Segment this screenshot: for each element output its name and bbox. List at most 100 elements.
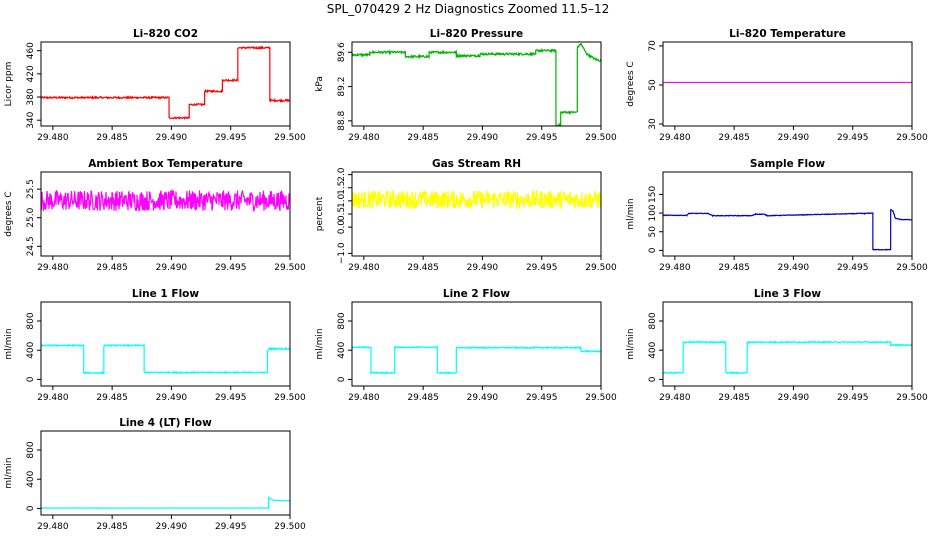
y-axis-label: ml/min: [626, 198, 636, 229]
x-tick-label: 29.495: [837, 393, 869, 403]
x-tick-label: 29.485: [96, 393, 128, 403]
panel-5: Gas Stream RH percent 29.480 29.485 29.490 29…: [315, 158, 617, 273]
panel-title: Li–820 Pressure: [430, 28, 523, 40]
x-tick-label: 29.500: [896, 393, 928, 403]
series-line: [41, 496, 290, 509]
y-tick-label: 400: [648, 341, 658, 358]
y-tick-label: 0: [648, 376, 658, 382]
panel-title: Li–820 CO2: [133, 28, 198, 40]
y-tick-label: −1.0: [337, 242, 347, 264]
x-tick-label: 29.495: [215, 133, 247, 143]
y-tick-label: 100: [648, 204, 658, 221]
y-tick-label: 0: [648, 247, 658, 253]
y-tick-label: 24.5: [26, 236, 36, 256]
plot-frame: [40, 430, 291, 516]
x-tick-label: 29.480: [37, 133, 69, 143]
panel-3: Li–820 Temperature degrees C 29.480 29.485 2…: [626, 28, 928, 143]
y-tick-label: 0: [26, 505, 36, 511]
panel-title: Li–820 Temperature: [729, 28, 846, 40]
panel-title: Ambient Box Temperature: [88, 158, 243, 170]
x-tick-label: 29.480: [348, 263, 380, 273]
y-tick-label: 0.5: [337, 207, 347, 221]
y-tick-label: 0: [26, 376, 36, 382]
panel-title: Line 3 Flow: [754, 288, 821, 300]
plot-frame: [351, 41, 602, 127]
series-line: [352, 345, 601, 376]
x-tick-label: 29.480: [659, 393, 691, 403]
x-tick-label: 29.495: [215, 522, 247, 532]
x-tick-label: 29.495: [215, 263, 247, 273]
y-axis-label: ml/min: [4, 328, 14, 359]
x-tick-label: 29.485: [96, 263, 128, 273]
y-tick-label: 400: [26, 341, 36, 358]
x-tick-label: 29.485: [407, 263, 439, 273]
panel-title: Line 4 (LT) Flow: [119, 417, 212, 429]
y-tick-label: 2.0: [337, 167, 347, 182]
y-axis-label: ml/min: [315, 328, 325, 359]
y-axis-label: Licor ppm: [4, 62, 14, 107]
y-tick-label: 89.2: [337, 77, 347, 97]
y-tick-label: 88.8: [337, 111, 347, 131]
y-tick-label: 800: [648, 312, 658, 329]
y-tick-label: 800: [26, 312, 36, 329]
x-tick-label: 29.485: [96, 522, 128, 532]
x-tick-label: 29.485: [718, 263, 750, 273]
plot-frame: [40, 171, 291, 257]
x-tick-label: 29.480: [659, 133, 691, 143]
series-line: [41, 343, 290, 375]
plot-frame: [662, 301, 913, 387]
figure-title: SPL_070429 2 Hz Diagnostics Zoomed 11.5–…: [327, 2, 610, 16]
y-tick-label: 0.0: [337, 220, 347, 235]
plot-frame: [40, 301, 291, 387]
x-tick-label: 29.500: [274, 393, 306, 403]
y-axis-label: ml/min: [4, 457, 14, 488]
y-axis-label: ml/min: [626, 328, 636, 359]
x-tick-label: 29.490: [778, 133, 810, 143]
series-line: [663, 340, 912, 375]
x-tick-label: 29.500: [274, 133, 306, 143]
y-tick-label: 89.6: [337, 42, 347, 62]
y-tick-label: 340: [26, 111, 36, 128]
panel-8: Line 2 Flow ml/min 29.480 29.485 29.490 29.49…: [315, 288, 617, 403]
y-tick-label: 50: [648, 226, 658, 238]
y-tick-label: 400: [26, 470, 36, 487]
panel-9: Line 3 Flow ml/min 29.480 29.485 29.490 29.49…: [626, 288, 928, 403]
x-tick-label: 29.480: [37, 263, 69, 273]
x-tick-label: 29.500: [585, 263, 617, 273]
y-tick-label: 380: [26, 88, 36, 105]
x-tick-label: 29.495: [837, 263, 869, 273]
x-tick-label: 29.500: [585, 393, 617, 403]
x-tick-label: 29.500: [274, 263, 306, 273]
series-line: [352, 189, 601, 210]
x-tick-label: 29.490: [156, 133, 188, 143]
plot-frame: [662, 41, 913, 127]
panel-title: Gas Stream RH: [432, 158, 521, 170]
x-tick-label: 29.495: [837, 133, 869, 143]
x-tick-label: 29.500: [274, 522, 306, 532]
y-tick-label: 1.5: [337, 181, 347, 195]
x-tick-label: 29.485: [718, 133, 750, 143]
x-tick-label: 29.490: [156, 393, 188, 403]
panel-title: Sample Flow: [750, 158, 825, 170]
x-tick-label: 29.490: [156, 263, 188, 273]
y-tick-label: 460: [26, 42, 36, 59]
x-tick-label: 29.500: [585, 133, 617, 143]
plot-frame: [662, 171, 913, 257]
series-line: [41, 188, 290, 212]
y-tick-label: 400: [337, 341, 347, 358]
plot-frame: [351, 301, 602, 387]
plot-frame: [351, 171, 602, 257]
panel-10: Line 4 (LT) Flow ml/min 29.480 29.485 29.490…: [4, 417, 306, 532]
x-tick-label: 29.500: [896, 263, 928, 273]
y-tick-label: 800: [337, 312, 347, 329]
plot-frame: [40, 41, 291, 127]
y-tick-label: 150: [648, 186, 658, 203]
x-tick-label: 29.480: [348, 133, 380, 143]
y-tick-label: 1.0: [337, 193, 347, 208]
x-tick-label: 29.480: [348, 393, 380, 403]
y-tick-label: 50: [648, 79, 658, 91]
x-tick-label: 29.490: [778, 393, 810, 403]
x-tick-label: 29.490: [467, 263, 499, 273]
x-tick-label: 29.480: [37, 522, 69, 532]
